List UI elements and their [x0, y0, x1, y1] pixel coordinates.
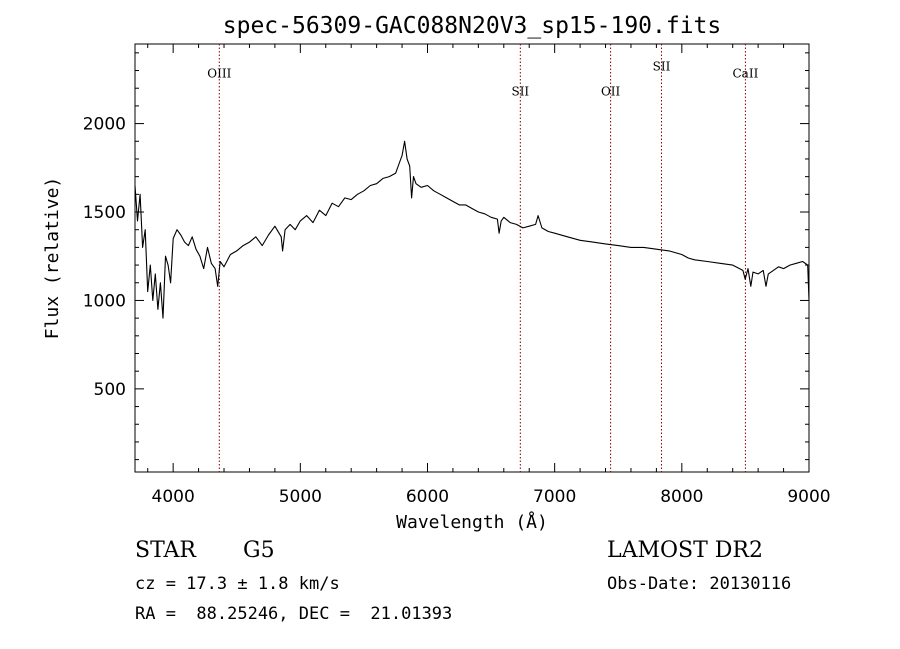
x-tick-label: 6000 [406, 487, 449, 507]
x-tick-label: 8000 [660, 487, 703, 507]
reference-line-label: OII [601, 84, 621, 98]
reference-lines: OIII SII OII SII CaII [207, 44, 759, 472]
object-class: STAR [135, 538, 196, 563]
x-tick-label: 9000 [787, 487, 830, 507]
series-group [134, 140, 810, 319]
y-axis-label: Flux (relative) [42, 177, 63, 340]
x-tick-label: 4000 [152, 487, 195, 507]
y-tick-label: 500 [94, 380, 126, 400]
x-tick-label: 7000 [533, 487, 576, 507]
x-tick-label: 5000 [279, 487, 322, 507]
object-subclass: G5 [243, 538, 275, 563]
redshift-value: cz = 17.3 ± 1.8 km/s [135, 574, 340, 594]
x-axis-label: Wavelength (Å) [396, 511, 548, 533]
observation-date: Obs-Date: 20130116 [607, 574, 792, 594]
y-tick-label: 1500 [83, 203, 126, 223]
plot-frame [134, 43, 810, 473]
chart-title: spec-56309-GAC088N20V3_sp15-190.fits [223, 13, 722, 39]
axis-ticks: 4000 5000 6000 7000 8000 9000 500 1000 1500 2000 [83, 44, 831, 507]
reference-line-label: OIII [207, 67, 231, 81]
reference-line-label: SII [511, 84, 529, 98]
y-tick-label: 1000 [83, 291, 126, 311]
reference-line-label: SII [653, 60, 671, 74]
coordinates: RA = 88.25246, DEC = 21.01393 [135, 604, 453, 624]
survey-name: LAMOST DR2 [607, 538, 763, 563]
y-tick-label: 2000 [83, 115, 126, 135]
reference-line-label: CaII [733, 67, 759, 81]
spectrum-chart: spec-56309-GAC088N20V3_sp15-190.fits OII… [42, 13, 831, 533]
spectrum-line [134, 140, 810, 319]
